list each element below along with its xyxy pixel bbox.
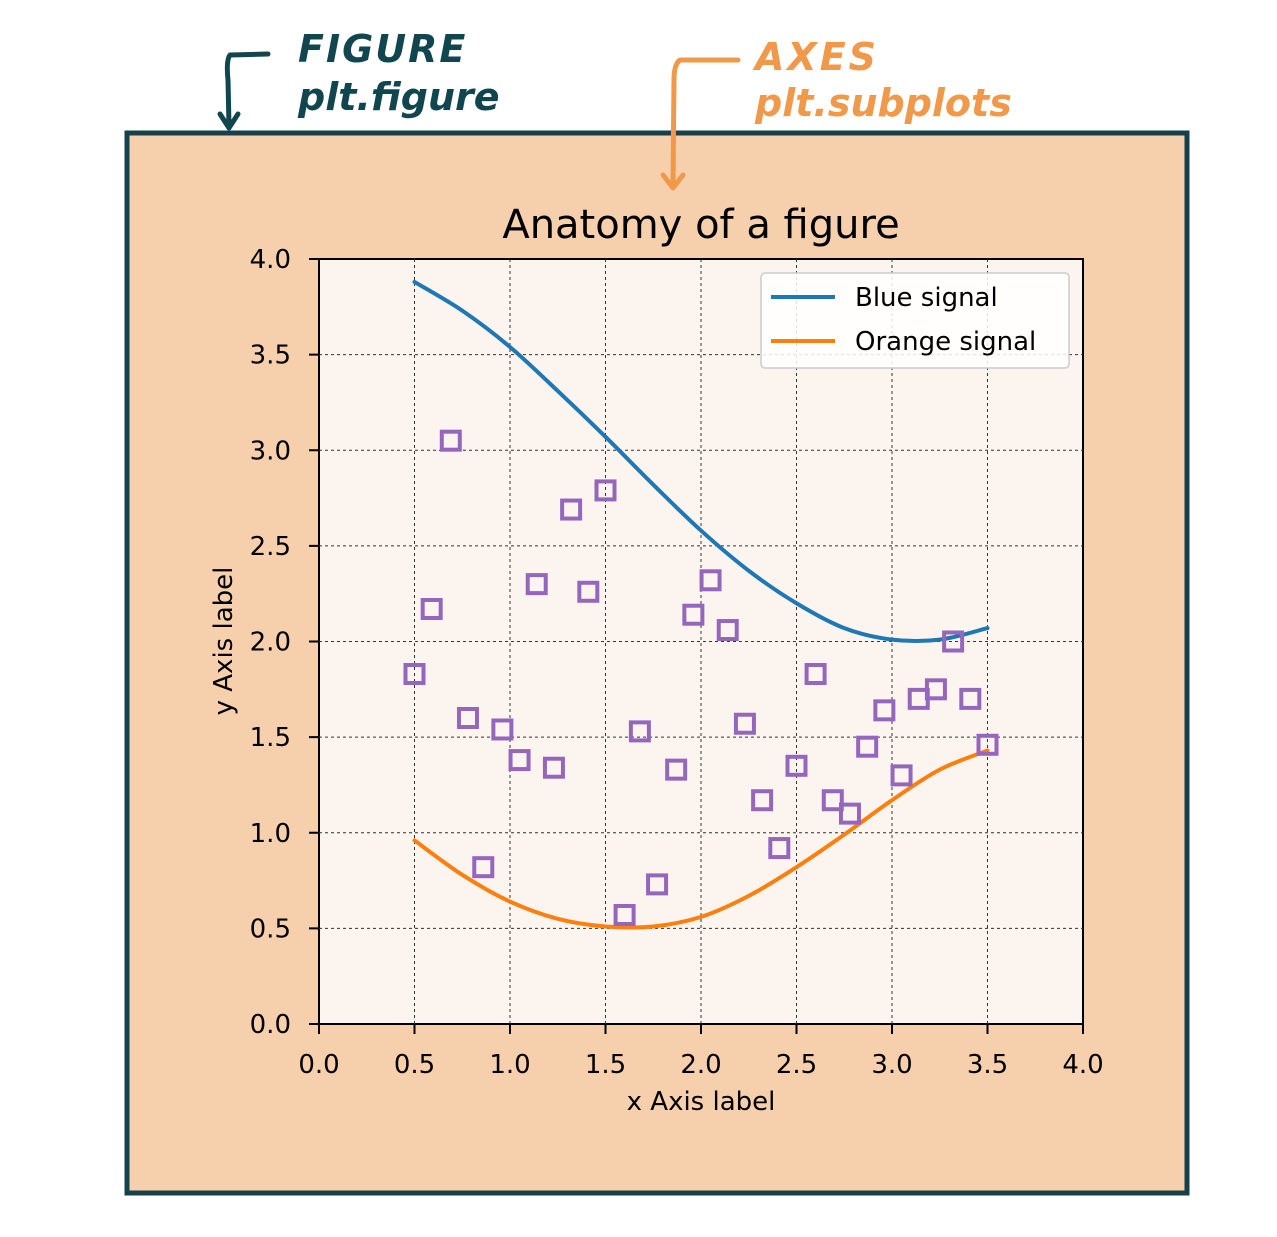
scatter-point (665, 758, 688, 781)
scatter-point (976, 733, 999, 756)
y-tick-label: 3.0 (250, 436, 291, 466)
x-tick-label: 3.5 (967, 1050, 1008, 1080)
scatter-point (821, 789, 844, 812)
y-tick-label: 2.0 (250, 628, 291, 658)
scatter-point (942, 630, 965, 653)
scatter-point (472, 856, 495, 879)
scatter-point (682, 603, 705, 626)
y-tick-label: 1.0 (250, 819, 291, 849)
x-tick-label: 4.0 (1062, 1050, 1103, 1080)
scatter-point (456, 707, 479, 729)
scatter-point (785, 754, 808, 777)
figure-annotation: FIGURE plt.figure (217, 27, 500, 131)
x-tick-label: 2.0 (680, 1050, 721, 1080)
scatter-point (890, 764, 913, 787)
axes-annotation: AXES plt.subplots (660, 35, 1012, 191)
y-axis-label: y Axis label (209, 567, 239, 716)
legend-orange-label: Orange signal (855, 327, 1036, 357)
x-axis-label: x Axis label (627, 1087, 776, 1117)
y-tick-label: 0.5 (250, 914, 291, 944)
scatter-point (804, 663, 827, 686)
scatter-point (628, 720, 651, 743)
axes-annotation-code: plt.subplots (754, 81, 1012, 125)
legend-box (760, 272, 1070, 369)
blue-signal-line (412, 279, 990, 644)
scatter-point (542, 756, 565, 779)
scatter-point (403, 663, 426, 686)
scatter-point (768, 837, 791, 860)
x-tick-label: 0.5 (394, 1050, 435, 1080)
scatter-point (856, 735, 879, 758)
scatter-point (873, 699, 896, 722)
y-tick-label: 4.0 (250, 245, 291, 275)
scatter-point (594, 479, 617, 502)
scatter-point (420, 597, 443, 620)
plot-series (403, 279, 999, 930)
scatter-point (560, 498, 583, 521)
x-tick-label: 1.0 (489, 1050, 530, 1080)
scatter-point (924, 678, 947, 701)
y-tick-label: 0.0 (250, 1010, 291, 1040)
y-tick-label: 2.5 (250, 532, 291, 562)
chart-title: Anatomy of a figure (502, 202, 899, 248)
scatter-point (699, 569, 722, 592)
orange-signal-line (412, 748, 990, 930)
x-tick-label: 3.0 (871, 1050, 912, 1080)
y-tick-label: 1.5 (250, 723, 291, 753)
scatter-point (508, 749, 531, 772)
scatter-point (959, 687, 982, 710)
x-tick-label: 2.5 (776, 1050, 817, 1080)
y-tick-label: 3.5 (250, 341, 291, 371)
scatter-point (491, 718, 514, 741)
scatter-point (646, 873, 669, 896)
figure-arrow-icon (217, 51, 271, 131)
axes-arrow-icon (660, 57, 741, 191)
scatter-point (613, 903, 636, 926)
scatter-point (716, 619, 739, 642)
figure-annotation-title: FIGURE (298, 27, 467, 71)
scatter-point (577, 580, 600, 603)
scatter-point (733, 712, 756, 735)
x-tick-label: 0.0 (298, 1050, 339, 1080)
legend-blue-label: Blue signal (855, 283, 998, 313)
scatter-point (439, 429, 462, 452)
axis-ticks: 0.0 0.5 1.0 1.5 2.0 2.5 3.0 3.5 4.0 0.0 0.5 1.0 1.5 2… (250, 245, 1104, 1080)
axes-annotation-title: AXES (752, 35, 879, 79)
scatter-point (525, 573, 548, 596)
x-tick-label: 1.5 (585, 1050, 626, 1080)
scatter-point (838, 802, 861, 825)
scatter-point (751, 789, 774, 812)
chart-legend: Blue signal Orange signal (760, 272, 1070, 369)
figure-annotation-code: plt.figure (297, 75, 500, 119)
